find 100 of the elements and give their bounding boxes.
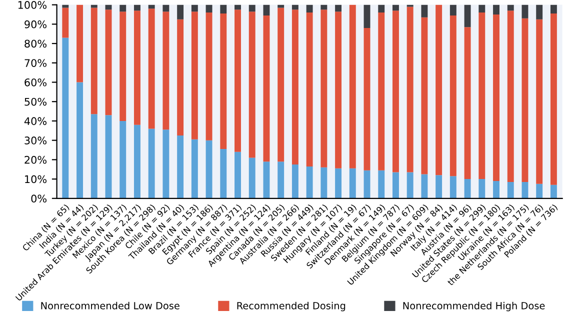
bar <box>206 140 212 198</box>
bar <box>392 10 399 172</box>
legend-label: Nonrecommended High Dose <box>403 302 545 312</box>
bar <box>278 162 284 198</box>
bar <box>134 124 140 198</box>
bar <box>493 14 500 181</box>
bar <box>220 4 227 14</box>
bar <box>76 4 84 82</box>
bar <box>62 38 69 198</box>
bar <box>62 8 69 38</box>
bar <box>421 4 428 18</box>
bar <box>421 17 428 174</box>
bar <box>522 18 528 182</box>
bar <box>292 4 298 10</box>
bar <box>478 179 486 198</box>
bar <box>162 130 170 198</box>
bar <box>306 12 313 166</box>
bar <box>162 12 170 130</box>
bar <box>378 12 385 170</box>
y-tick-label: 20% <box>24 156 47 164</box>
bar <box>364 170 370 198</box>
bar <box>191 12 198 140</box>
y-tick-label: 60% <box>24 78 47 86</box>
bar <box>392 172 399 198</box>
bar <box>206 12 212 140</box>
bar <box>105 115 112 198</box>
y-tick-label: 10% <box>25 175 47 184</box>
bar <box>335 168 342 198</box>
bar <box>335 4 342 12</box>
y-tick-label: 0% <box>31 194 47 203</box>
bar <box>464 179 471 198</box>
bar <box>320 4 328 10</box>
bar <box>120 4 126 12</box>
bar <box>306 4 313 13</box>
bar <box>536 19 543 184</box>
bar <box>191 139 198 198</box>
bar <box>278 8 284 162</box>
bar <box>248 4 256 12</box>
bar <box>191 4 198 12</box>
bar <box>507 4 514 11</box>
bar <box>320 167 328 198</box>
bar <box>220 14 227 150</box>
bar <box>90 8 98 114</box>
bar <box>292 164 298 198</box>
bar <box>522 182 528 198</box>
bar <box>335 12 342 168</box>
bar <box>406 172 414 198</box>
y-tick-label: 80% <box>24 40 47 48</box>
bar <box>263 162 270 198</box>
y-tick-label: 90% <box>24 20 47 28</box>
bar <box>177 19 184 136</box>
bar <box>234 10 241 152</box>
bar <box>263 4 270 16</box>
bar <box>292 10 298 165</box>
bar <box>464 27 471 180</box>
bar <box>464 4 471 28</box>
bar <box>421 174 428 198</box>
bar <box>378 4 385 13</box>
bar <box>450 15 456 176</box>
bar <box>450 176 456 198</box>
bar <box>263 15 270 162</box>
bar <box>436 175 442 198</box>
bar <box>349 168 356 198</box>
bar <box>148 128 155 198</box>
bar <box>220 149 227 198</box>
bar <box>436 4 442 176</box>
bar <box>120 12 126 121</box>
bar <box>234 4 241 10</box>
legend-label: Recommended Dosing <box>237 302 346 312</box>
bar <box>364 28 370 170</box>
bar <box>536 4 543 20</box>
bar <box>248 12 256 158</box>
bar <box>550 14 557 185</box>
bar <box>234 152 241 198</box>
legend-label: Nonrecommended Low Dose <box>41 302 180 310</box>
bar <box>364 4 370 28</box>
bar <box>177 4 184 20</box>
bar <box>76 82 84 198</box>
bar <box>120 120 126 198</box>
bar <box>507 182 514 198</box>
bar <box>478 12 486 180</box>
y-tick-label: 50% <box>24 98 47 106</box>
bar <box>493 4 500 14</box>
bar <box>248 158 256 198</box>
bar <box>177 135 184 198</box>
bar <box>349 4 356 168</box>
bar <box>148 4 155 9</box>
bar <box>306 166 313 198</box>
bar <box>406 6 414 172</box>
y-tick-label: 100% <box>18 1 47 9</box>
bar <box>162 4 170 12</box>
bar <box>206 4 212 13</box>
y-tick-label: 70% <box>24 59 47 67</box>
y-tick-label: 40% <box>24 117 47 126</box>
bar <box>522 4 528 18</box>
bar <box>90 114 98 198</box>
bar <box>105 10 112 116</box>
bar <box>148 8 155 129</box>
bar <box>550 4 557 14</box>
bar <box>478 4 486 13</box>
